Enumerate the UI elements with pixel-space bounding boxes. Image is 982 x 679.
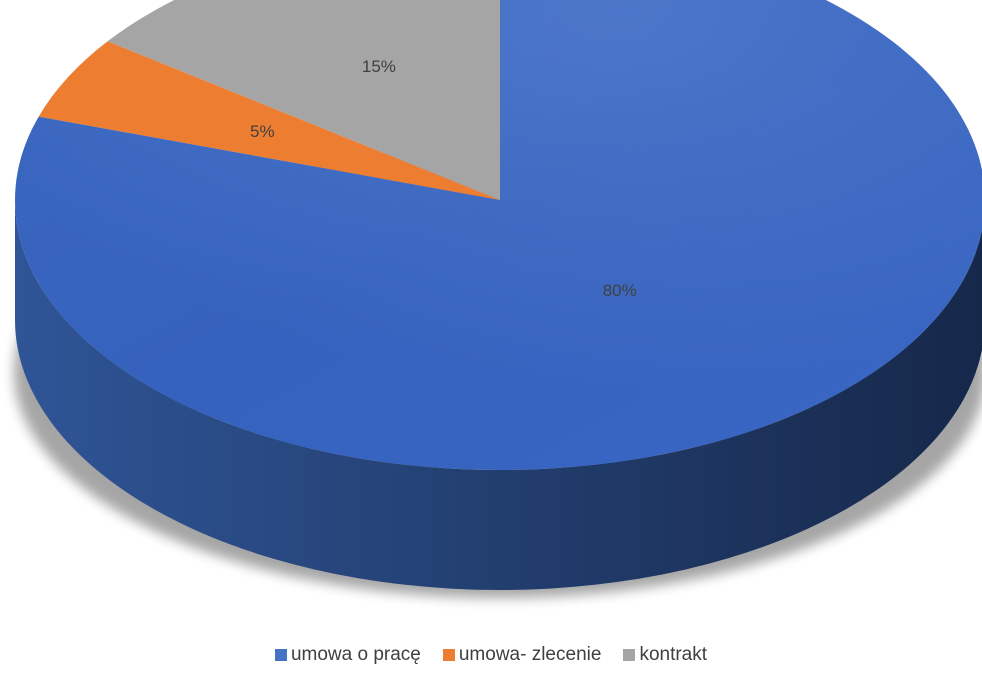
pie-side-1	[15, 200, 982, 590]
legend-item-1: umowa o pracę	[274, 644, 421, 666]
data-label-2: 5%	[250, 122, 275, 141]
legend: umowa o pracę umowa- zlecenie kontrakt	[0, 644, 982, 666]
legend-swatch	[442, 649, 455, 661]
pie-sides	[15, 200, 982, 590]
data-label-1: 80%	[603, 281, 637, 300]
legend-label: kontrakt	[639, 644, 708, 665]
legend-item-3: kontrakt	[623, 644, 707, 666]
legend-item-2: umowa- zlecenie	[442, 644, 602, 666]
pie-tops	[15, 0, 982, 470]
pie-slice-3	[107, 0, 500, 200]
legend-swatch	[274, 649, 287, 661]
legend-swatch	[623, 649, 636, 661]
pie-slice-highlight	[15, 0, 982, 470]
pie-data-labels: 80% 5% 15%	[250, 57, 637, 300]
legend-label: umowa- zlecenie	[458, 644, 602, 665]
pie-slice-2	[38, 41, 501, 201]
data-label-3: 15%	[362, 57, 396, 76]
legend-label: umowa o pracę	[290, 644, 421, 665]
